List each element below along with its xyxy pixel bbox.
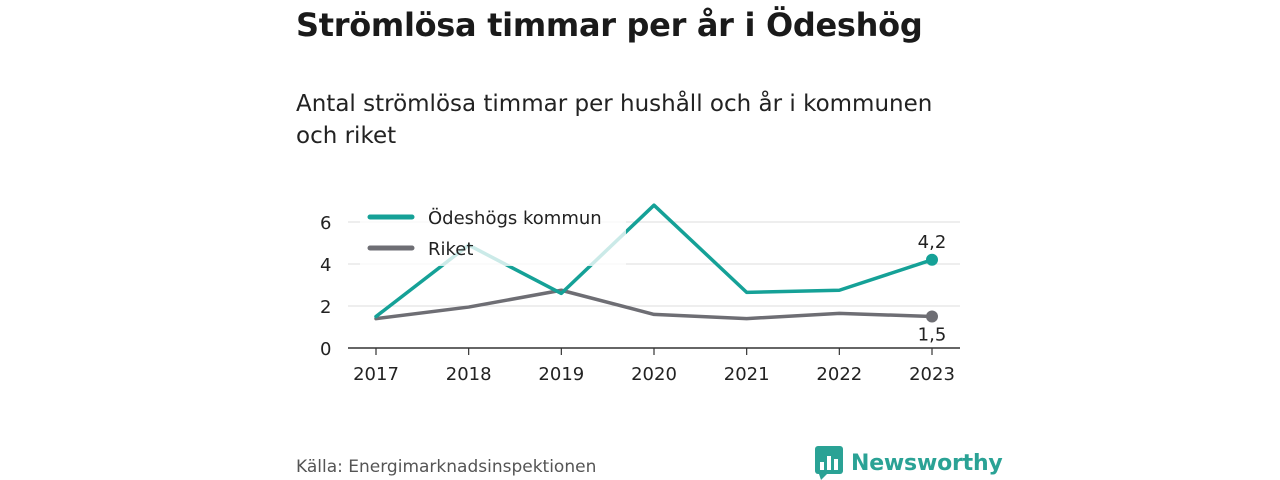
y-tick-label: 6 bbox=[320, 213, 331, 234]
newsworthy-logo-icon bbox=[815, 446, 843, 480]
brand-logo: Newsworthy bbox=[815, 446, 1003, 480]
chart-subtitle: Antal strömlösa timmar per hushåll och å… bbox=[296, 91, 933, 149]
y-axis-ticks: 0 2 4 6 bbox=[320, 213, 331, 360]
x-tick-label: 2019 bbox=[538, 364, 584, 385]
x-tick-label: 2023 bbox=[909, 364, 955, 385]
end-point-riket bbox=[926, 310, 938, 323]
legend: Ödeshögs kommun Riket bbox=[360, 200, 626, 266]
end-label-odeshog: 4,2 bbox=[918, 232, 947, 253]
source-note: Källa: Energimarknadsinspektionen bbox=[296, 457, 597, 477]
x-tick-label: 2022 bbox=[816, 364, 862, 385]
x-tick-label: 2017 bbox=[353, 364, 399, 385]
y-tick-label: 0 bbox=[320, 339, 331, 360]
x-tick-label: 2021 bbox=[724, 364, 770, 385]
legend-label-riket: Riket bbox=[428, 239, 473, 260]
y-tick-label: 4 bbox=[320, 255, 331, 276]
legend-label-odeshog: Ödeshögs kommun bbox=[428, 207, 602, 229]
end-label-riket: 1,5 bbox=[918, 325, 947, 346]
brand-name: Newsworthy bbox=[851, 450, 1003, 476]
end-labels: 4,2 1,5 bbox=[918, 232, 947, 346]
x-tick-label: 2020 bbox=[631, 364, 677, 385]
chart-title: Strömlösa timmar per år i Ödeshög bbox=[296, 6, 923, 44]
x-axis-ticks: 2017 2018 2019 2020 2021 2022 2023 bbox=[353, 348, 955, 385]
series-line-riket bbox=[374, 288, 934, 321]
y-tick-label: 2 bbox=[320, 297, 331, 318]
end-point-odeshog bbox=[926, 253, 938, 266]
x-tick-label: 2018 bbox=[446, 364, 492, 385]
legend-background bbox=[360, 200, 626, 266]
